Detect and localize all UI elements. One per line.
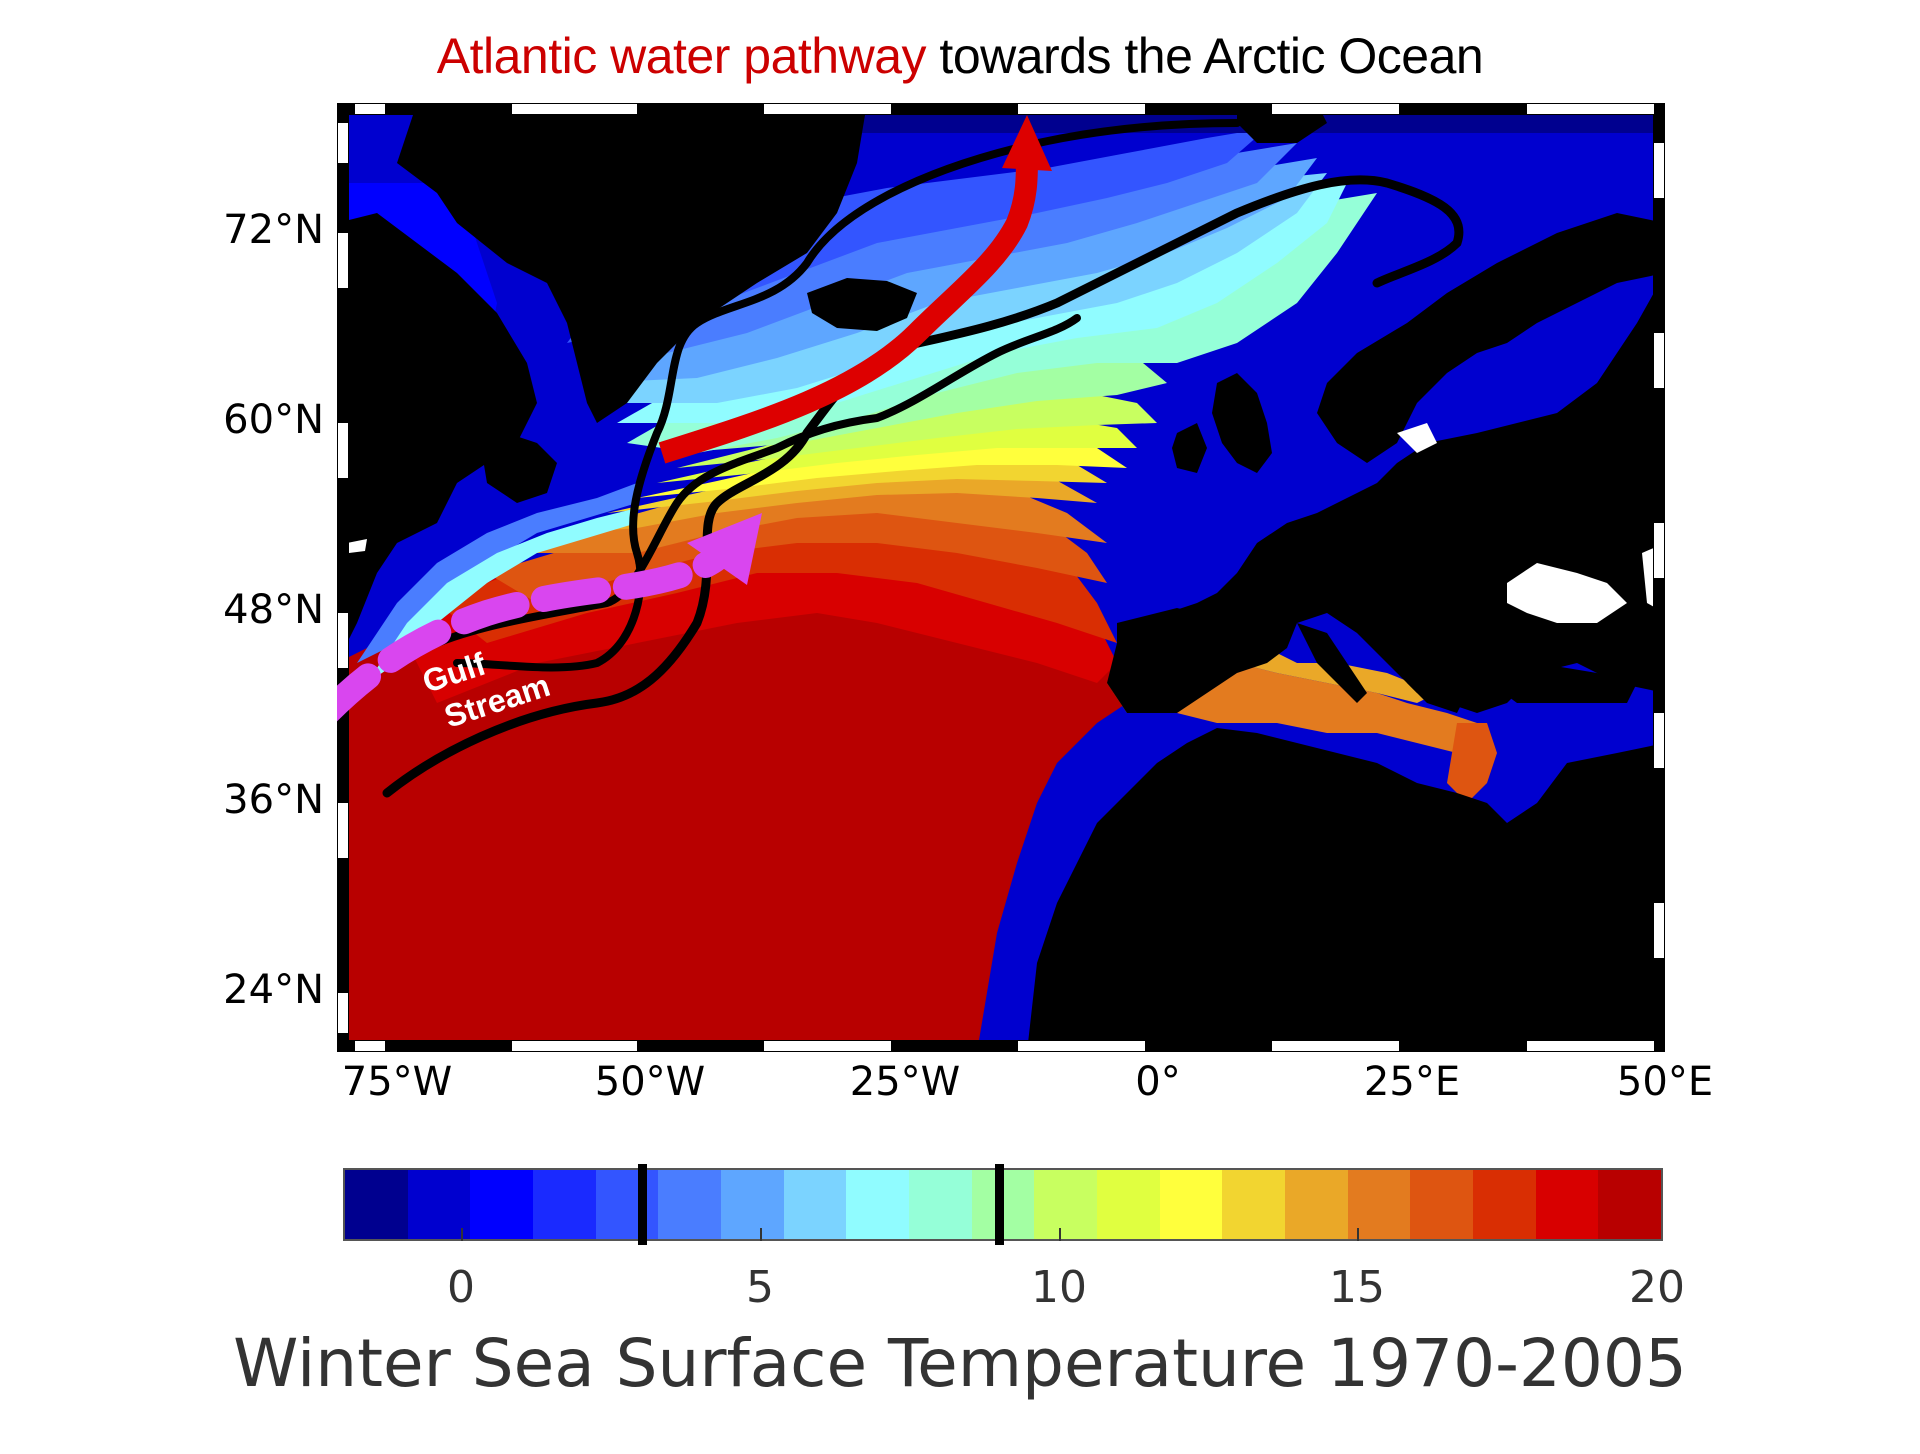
x-tick-0: 0° <box>1135 1059 1181 1105</box>
colorbar-title: Winter Sea Surface Temperature 1970-2005 <box>233 1325 1687 1402</box>
colorbar-segment <box>1159 1170 1223 1239</box>
colorbar-label-0: 0 <box>447 1262 475 1313</box>
colorbar-segment <box>1410 1170 1474 1239</box>
colorbar-segment <box>1535 1170 1599 1239</box>
colorbar-segment <box>533 1170 596 1239</box>
x-tick-75w: 75°W <box>341 1059 453 1105</box>
colorbar-tick <box>760 1228 762 1241</box>
gulf-stream-arrow <box>337 513 762 722</box>
y-tick-36n: 36°N <box>223 777 324 823</box>
atlantic-pathway-arrow <box>658 115 1052 464</box>
colorbar-segment <box>470 1170 534 1239</box>
x-tick-50w: 50°W <box>594 1059 706 1105</box>
colorbar-tick <box>1357 1228 1359 1241</box>
chart-title: Atlantic water pathway towards the Arcti… <box>0 24 1920 88</box>
title-highlight: Atlantic water pathway <box>436 28 927 84</box>
colorbar-segment <box>1598 1170 1662 1239</box>
colorbar-segment <box>1347 1170 1411 1239</box>
y-tick-60n: 60°N <box>223 397 324 443</box>
y-tick-24n: 24°N <box>223 967 324 1013</box>
colorbar-segment <box>407 1170 471 1239</box>
colorbar-label-10: 10 <box>1031 1262 1087 1313</box>
colorbar-segment <box>1473 1170 1536 1239</box>
colorbar-tick <box>461 1228 463 1241</box>
colorbar-segment <box>658 1170 722 1239</box>
colorbar-segment <box>1097 1170 1160 1239</box>
sst-map: Gulf Stream <box>337 103 1665 1052</box>
colorbar-label-15: 15 <box>1329 1262 1385 1313</box>
colorbar-segment <box>783 1170 847 1239</box>
colorbar-label-20: 20 <box>1629 1262 1685 1313</box>
colorbar-segment <box>846 1170 910 1239</box>
colorbar-segment <box>345 1170 408 1239</box>
colorbar-segment <box>721 1170 784 1239</box>
colorbar-label-5: 5 <box>746 1262 774 1313</box>
colorbar-tick <box>1059 1228 1061 1241</box>
colorbar-segment <box>1285 1170 1348 1239</box>
title-rest: towards the Arctic Ocean <box>939 28 1484 84</box>
contour-inner-atlantic <box>433 314 1081 647</box>
colorbar-contour-marker-3c <box>638 1164 647 1245</box>
colorbar-segment <box>1034 1170 1098 1239</box>
map-border <box>337 103 1665 1052</box>
x-tick-25w: 25°W <box>849 1059 961 1105</box>
y-tick-48n: 48°N <box>223 587 324 633</box>
x-tick-25e: 25°E <box>1363 1059 1461 1105</box>
colorbar-contour-marker-9c <box>995 1164 1004 1245</box>
y-tick-72n: 72°N <box>223 207 324 253</box>
colorbar-segment <box>909 1170 972 1239</box>
colorbar-segment <box>595 1170 659 1239</box>
colorbar-segment <box>1222 1170 1286 1239</box>
x-tick-50e: 50°E <box>1616 1059 1714 1105</box>
